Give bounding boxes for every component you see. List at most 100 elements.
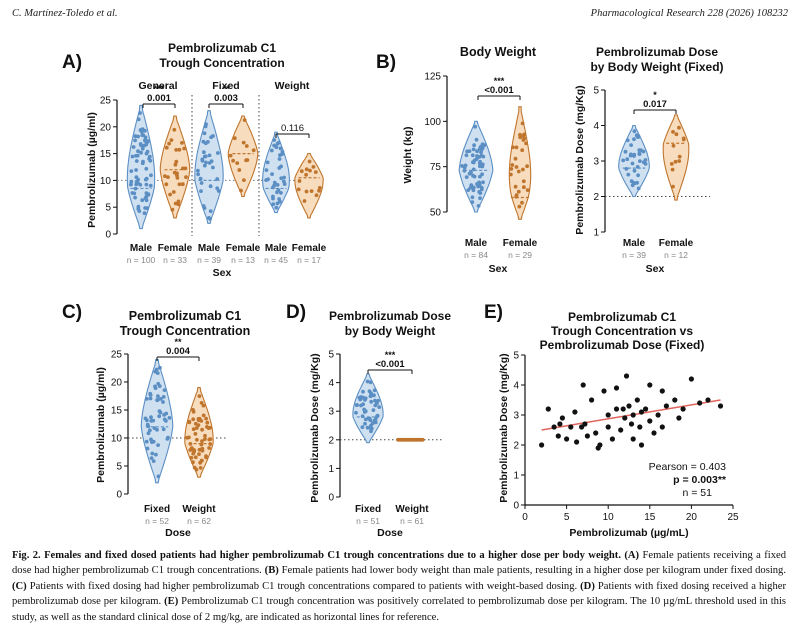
panel-a-point <box>275 183 280 187</box>
panel-e-point <box>634 397 640 403</box>
panel-a-point <box>202 154 207 159</box>
panel-b-left-point <box>513 156 518 161</box>
panel-b-left-point <box>520 200 524 205</box>
panel-e-pearson: Pearson = 0.403 <box>649 461 727 473</box>
panel-a-general-p: 0.001 <box>147 93 171 104</box>
panel-d-point <box>363 421 367 426</box>
panel-a-point <box>164 145 169 150</box>
panel-b-right-point <box>623 149 628 154</box>
panel-a-point <box>317 186 322 190</box>
panel-a-point <box>302 199 307 203</box>
panel-b-left-point <box>478 145 483 149</box>
panel-b-right-yaxis-tick-label: 1 <box>593 228 599 239</box>
panel-a-point <box>199 181 204 185</box>
panel-c-point <box>197 394 202 398</box>
panel-c-point <box>144 439 149 444</box>
panel-a-group-title: Weight <box>275 80 310 92</box>
panel-b-left-point <box>462 168 467 173</box>
panel-a-point <box>133 134 138 139</box>
panel-b-right-yaxis-tick-label: 4 <box>593 121 599 132</box>
panel-b-left-yaxis-tick-label: 100 <box>424 117 441 128</box>
panel-a-point <box>251 148 256 153</box>
panel-e-yaxis-tick-label: 4 <box>513 381 519 392</box>
panel-c-point <box>158 365 162 370</box>
panel-e-point <box>551 424 557 430</box>
panel-b-right-point <box>636 186 641 191</box>
panel-b-right-point <box>671 130 675 134</box>
panel-a-point <box>143 135 148 140</box>
caption-part-d: (D) Patients with fixed dosing received … <box>12 580 787 608</box>
panel-c-point <box>197 416 202 421</box>
panel-c-point <box>193 432 198 436</box>
panel-e-yaxis-tick-label: 3 <box>513 411 519 422</box>
panel-b-left-point <box>475 154 479 158</box>
figure-caption: Fig. 2. Females and fixed dosed patients… <box>12 548 786 625</box>
panel-b-left-point <box>511 145 515 150</box>
panel-b-left-point <box>521 167 525 172</box>
panel-b-left-point <box>470 200 475 205</box>
panel-a-point <box>276 188 281 193</box>
panel-e-point <box>659 424 665 430</box>
panel-a-ylabel: Pembrolizumab (µg/ml) <box>86 112 98 228</box>
panel-a-point <box>216 189 221 193</box>
panel-b-right-category: Male <box>623 238 646 249</box>
panel-e-point <box>655 412 661 418</box>
panel-b-left-point <box>525 188 530 193</box>
panel-b-right-point <box>621 158 626 163</box>
panel-b-left-point <box>520 148 525 153</box>
panel-e-xlabel: Pembrolizumab (µg/mL) <box>569 527 688 539</box>
panel-c-category: Fixed <box>144 504 170 515</box>
panel-c-point <box>161 400 165 404</box>
panel-b-letter: B) <box>376 52 396 73</box>
panel-a-point <box>204 122 208 127</box>
caption-part-e: (E) Pembrolizumab C1 trough concentratio… <box>12 596 787 623</box>
panel-b-left-point <box>476 184 481 189</box>
panel-c-point <box>154 367 159 372</box>
panel-b-left-point <box>479 153 484 158</box>
panel-b-right-point <box>629 143 633 148</box>
panel-a-category: Male <box>265 243 288 254</box>
panel-e-point <box>638 409 645 415</box>
panel-b-left-point <box>463 163 468 168</box>
panel-a-xlabel: Sex <box>213 267 232 279</box>
panel-e-point <box>643 406 649 412</box>
panel-b-left-stars: *** <box>494 76 505 86</box>
panel-e-point <box>628 421 635 427</box>
panel-a-point <box>182 146 187 151</box>
panel-a-yaxis-tick-label: 20 <box>100 122 112 133</box>
panel-d-point <box>371 408 376 412</box>
panel-e-xaxis-tick-label: 25 <box>727 512 739 523</box>
panel-a-point <box>144 182 149 187</box>
panel-b-left-point <box>474 137 479 142</box>
panel-b-left-yaxis-tick-label: 75 <box>430 162 442 173</box>
panel-a-point <box>177 182 182 187</box>
panel-e-point <box>605 412 611 418</box>
panel-c-title: Trough Concentration <box>120 324 251 338</box>
panel-b-right-point <box>632 168 637 173</box>
panel-a-category: Male <box>130 243 153 254</box>
panel-a-fixed-stars: ** <box>222 84 230 94</box>
panel-a-point <box>174 148 179 152</box>
panel-b-right-point <box>632 154 636 158</box>
panel-e-point <box>613 385 620 391</box>
panel-c-point <box>187 420 192 425</box>
panel-a-point <box>139 129 144 134</box>
panel-b-left-point <box>464 175 469 180</box>
panel-c-point <box>151 418 156 423</box>
panel-a-title: Pembrolizumab C1 <box>168 41 276 55</box>
panel-b-right-violin <box>618 124 650 198</box>
panel-d-yaxis-tick-label: 0 <box>328 493 334 504</box>
panel-b-left-xlabel: Sex <box>489 263 508 275</box>
panel-b-right-point <box>625 157 630 162</box>
panel-a-title: Trough Concentration <box>159 56 284 70</box>
panel-e-point <box>623 373 630 379</box>
panel-a-yaxis-tick-label: 10 <box>100 176 112 187</box>
panel-b-right-title: Pembrolizumab Dose <box>596 45 718 59</box>
panel-c-point <box>148 391 153 396</box>
panel-b-right-point <box>670 167 675 172</box>
panel-a-point <box>311 165 316 169</box>
panel-c-category: Weight <box>182 504 216 515</box>
panel-a-fixed-p: 0.003 <box>214 93 238 104</box>
panel-b-left-point <box>478 196 482 201</box>
panel-e-point <box>672 397 678 403</box>
